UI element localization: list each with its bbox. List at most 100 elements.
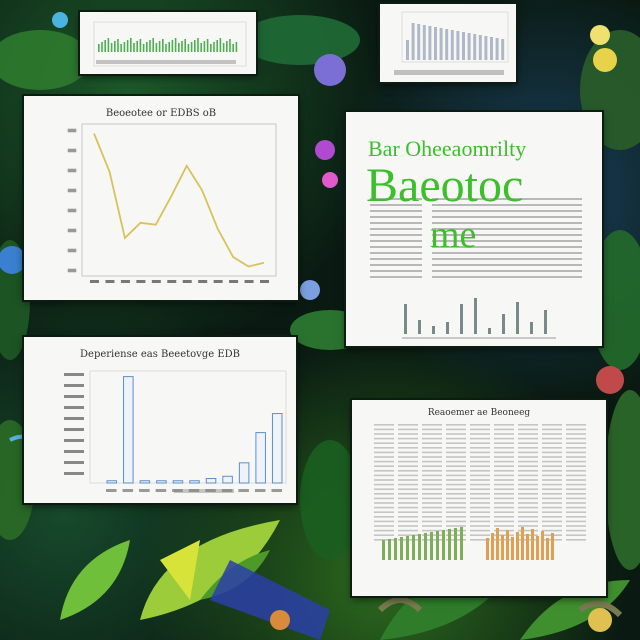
poster-text-line: [432, 240, 582, 242]
table-cell: [470, 488, 490, 490]
table-cell: [542, 424, 562, 426]
mini-bar: [467, 33, 471, 60]
table-cell: [398, 437, 418, 440]
table-bar: [511, 537, 514, 560]
poster-text-line: [370, 234, 422, 236]
bar-chart: [64, 370, 287, 493]
mini-bar: [235, 42, 238, 52]
table-cell: [542, 474, 562, 477]
y-tick-label: [67, 228, 77, 233]
table-cell: [374, 433, 394, 435]
table-cell: [518, 502, 538, 504]
table-cell: [518, 506, 538, 509]
table-cell: [566, 437, 586, 440]
table-cell: [422, 497, 442, 500]
x-tick-label: [260, 280, 269, 283]
mini-bar: [152, 38, 154, 52]
table-bar: [442, 530, 445, 560]
table-cell: [446, 451, 466, 454]
mini-bar: [473, 34, 477, 60]
poster-bar: [502, 314, 505, 334]
mini-bar: [194, 40, 196, 52]
mini-bar: [484, 36, 488, 60]
table-bar: [406, 536, 409, 560]
table-bar: [412, 535, 415, 560]
table-cell: [470, 502, 490, 504]
y-tick-label: [64, 373, 84, 376]
mini-bar: [123, 42, 126, 52]
mini-bar: [107, 38, 110, 52]
table-cell: [446, 456, 466, 458]
table-cell: [518, 433, 538, 435]
poster-text-line: [370, 264, 422, 266]
table-cell: [566, 447, 586, 449]
mini-bar: [190, 42, 193, 52]
table-bar: [496, 528, 499, 560]
bar: [172, 480, 184, 484]
table-cell: [470, 493, 490, 495]
mini-bar: [158, 41, 161, 52]
table-cell: [398, 516, 418, 518]
table-cell: [422, 520, 442, 523]
table-cell: [518, 525, 538, 527]
y-tick-label: [67, 208, 77, 213]
table-cell: [542, 497, 562, 500]
bar: [123, 376, 134, 484]
table-cell: [374, 470, 394, 472]
mini-bar-chart-left: [93, 21, 247, 67]
poster-headline-2: me: [430, 214, 477, 256]
table-cell: [374, 483, 394, 486]
table-cell: [446, 483, 466, 486]
y-tick-label: [64, 384, 84, 387]
table-cell: [494, 511, 514, 513]
x-tick-label: [172, 489, 183, 492]
table-cell: [566, 451, 586, 454]
table-cell: [422, 493, 442, 495]
table-cell: [542, 437, 562, 440]
table-cell: [374, 529, 394, 532]
table-cell: [422, 437, 442, 440]
table-title: Reaoemer ae Beoneeg: [427, 408, 531, 418]
poster-top-line: Bar Oheeaomrilty: [368, 136, 527, 161]
table-cell: [518, 493, 538, 495]
table-cell: [422, 433, 442, 435]
table-cell: [518, 424, 538, 426]
table-cell: [566, 502, 586, 504]
table-cell: [494, 529, 514, 532]
mini-bar: [206, 39, 209, 52]
table-cell: [566, 470, 586, 472]
y-tick-label: [64, 395, 84, 398]
y-tick-label: [64, 428, 84, 431]
table-cell: [374, 511, 394, 513]
table-cell: [398, 424, 418, 426]
mini-bar: [181, 41, 183, 52]
x-tick-label: [105, 280, 115, 283]
table-cell: [566, 428, 586, 431]
table-bar: [448, 529, 451, 560]
x-tick-label: [205, 489, 216, 492]
table-cell: [470, 525, 490, 527]
table-cell: [518, 520, 538, 523]
table-bar: [400, 537, 403, 560]
poster-headline-1: Baeotoc: [366, 159, 524, 212]
mini-bar: [117, 39, 119, 52]
poster-bar: [460, 304, 463, 334]
mini-bar: [411, 23, 415, 60]
table-cell: [446, 442, 466, 444]
table-cell: [398, 428, 418, 431]
table-cell: [542, 470, 562, 472]
table-cell: [398, 497, 418, 500]
table-cell: [398, 442, 418, 444]
mini-bar: [171, 40, 174, 52]
table-cell: [566, 433, 586, 435]
table-cell: [494, 447, 514, 449]
poster-text-line: [370, 276, 422, 278]
table-cell: [470, 474, 490, 477]
table-cell: [374, 539, 394, 541]
table-cell: [446, 424, 466, 426]
table-cell: [470, 437, 490, 440]
table-bar: [526, 534, 529, 560]
poster-text-line: [370, 252, 422, 254]
table-bar: [501, 535, 504, 560]
table-cell: [542, 493, 562, 495]
